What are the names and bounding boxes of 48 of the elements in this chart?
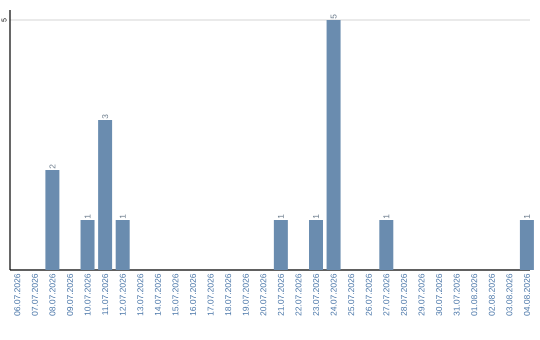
x-tick-label: 22.07.2026 <box>295 274 302 316</box>
x-tick-label: 04.08.2026 <box>524 274 530 316</box>
x-tick-label: 08.07.2026 <box>49 274 56 316</box>
x-tick-label: 15.07.2026 <box>172 274 178 316</box>
x-tick-label: 30.07.2026 <box>436 274 442 316</box>
bar <box>45 170 60 270</box>
x-tick-label: 29.07.2026 <box>418 274 424 316</box>
data-label: 1 <box>383 214 390 218</box>
x-tick-label: 19.07.2026 <box>242 274 249 316</box>
x-tick-label: 14.07.2026 <box>154 274 161 316</box>
data-label: 1 <box>278 214 284 218</box>
bar <box>379 220 394 270</box>
x-tick-label: 02.08.2026 <box>488 274 495 316</box>
bar <box>326 20 341 270</box>
x-tick-label: 18.07.2026 <box>225 274 232 316</box>
x-tick-label: 07.07.2026 <box>32 274 38 316</box>
x-tick-label: 10.07.2026 <box>84 274 91 316</box>
data-label: 5 <box>330 14 337 18</box>
x-tick-label: 20.07.2026 <box>260 274 266 316</box>
bar <box>116 220 130 270</box>
data-label: 2 <box>49 164 56 168</box>
x-tick-label: 17.07.2026 <box>208 274 214 316</box>
bar <box>80 220 95 270</box>
data-label: 1 <box>524 214 530 218</box>
x-tick-label: 24.07.2026 <box>330 274 337 316</box>
x-tick-label: 21.07.2026 <box>278 274 284 316</box>
x-tick-label: 26.07.2026 <box>366 274 372 316</box>
x-tick-label: 31.07.2026 <box>454 274 460 316</box>
x-tick-label: 27.07.2026 <box>383 274 390 316</box>
x-tick-label: 09.07.2026 <box>66 274 73 316</box>
bar <box>520 220 534 270</box>
data-label: 3 <box>102 114 108 118</box>
x-tick-label: 06.07.2026 <box>14 274 20 316</box>
x-tick-label: 28.07.2026 <box>400 274 407 316</box>
data-label: 1 <box>120 214 126 218</box>
x-tick-label: 23.07.2026 <box>313 274 320 316</box>
x-tick-label: 16.07.2026 <box>190 274 196 316</box>
bar <box>98 120 112 270</box>
bar <box>309 220 324 270</box>
x-tick-label: 25.07.2026 <box>348 274 354 316</box>
data-label: 1 <box>313 214 319 218</box>
x-tick-label: 11.07.2026 <box>102 274 108 315</box>
bar <box>274 220 288 270</box>
x-tick-label: 01.08.2026 <box>471 274 478 316</box>
x-tick-label: 13.07.2026 <box>137 274 144 316</box>
data-label: 1 <box>84 214 90 218</box>
x-tick-label: 03.08.2026 <box>506 274 512 316</box>
x-tick-label: 12.07.2026 <box>120 274 126 316</box>
